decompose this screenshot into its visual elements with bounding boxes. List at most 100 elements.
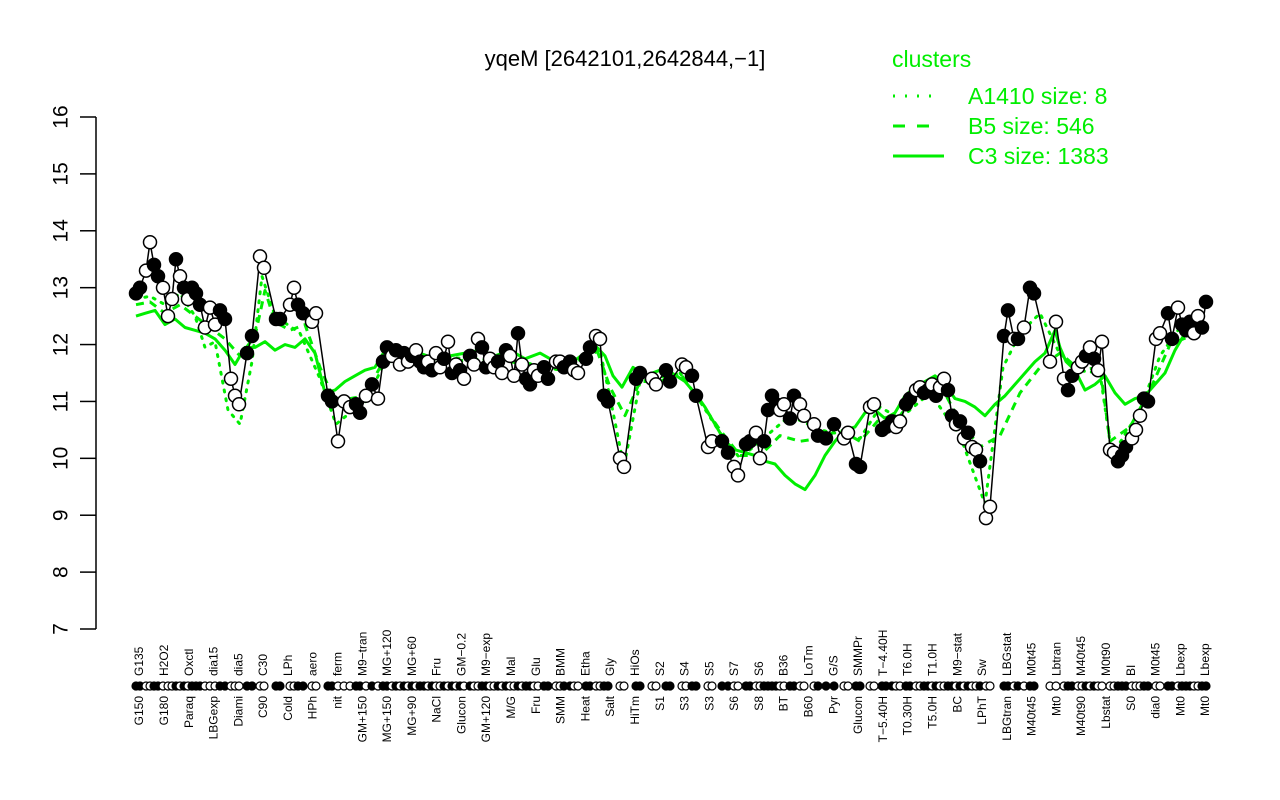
x-tick-label: NaCl (430, 696, 444, 723)
x-tick-label: S6 (727, 696, 741, 711)
x-tick-label: BT (777, 695, 791, 711)
x-tick-label: S1 (653, 696, 667, 711)
x-tick-label: dia0 (1149, 696, 1163, 719)
rug-marker (1097, 681, 1107, 691)
data-point-open (796, 408, 812, 423)
x-tick-label: dia5 (231, 653, 245, 676)
data-point-open (570, 365, 586, 381)
x-tick-label: HiTm (628, 696, 642, 725)
x-tick-label: aero (306, 652, 320, 676)
data-point-open (776, 397, 792, 412)
y-tick-label: 13 (50, 276, 73, 299)
x-tick-label: Lbtran (1049, 642, 1063, 676)
y-tick-label: 8 (50, 566, 73, 578)
data-point-open (1090, 362, 1106, 378)
data-point-filled (684, 368, 700, 384)
rug-marker (1051, 681, 1061, 691)
data-point-filled (1026, 286, 1042, 301)
x-tick-label: LBGexp (207, 696, 221, 740)
legend-title: clusters (892, 46, 971, 72)
rug-marker (799, 681, 809, 691)
data-point-filled (217, 311, 233, 327)
data-point-filled (714, 434, 730, 449)
data-point-filled (720, 445, 736, 460)
x-tick-label: Mal (504, 657, 518, 676)
data-point-filled (688, 388, 704, 404)
x-tick-label: ferm (330, 652, 344, 676)
rug-marker (1143, 681, 1153, 691)
x-tick-label: T5.0H (925, 696, 939, 729)
y-tick-label: 12 (50, 333, 73, 356)
x-tick-label: T−5.40H (876, 696, 890, 742)
data-point-filled (272, 311, 288, 327)
x-tick-label: SMMPr (851, 636, 865, 676)
x-tick-label: dia15 (207, 646, 221, 676)
legend-entry-a1410: A1410 size: 8 (968, 83, 1107, 109)
data-point-open (730, 468, 746, 483)
x-tick-label: H2O2 (157, 644, 171, 676)
x-tick-label: S2 (653, 661, 667, 676)
x-tick-label: Pyr (826, 696, 840, 714)
data-point-filled (474, 340, 490, 355)
x-tick-label: HPh (306, 696, 320, 719)
data-point-open (494, 365, 510, 381)
rug-marker (619, 681, 629, 691)
x-tick-label: M/G (504, 696, 518, 719)
data-point-filled (239, 345, 255, 361)
data-point-open (1094, 334, 1110, 349)
data-point-open (142, 234, 158, 250)
x-tick-label: LPh (281, 655, 295, 676)
x-tick-label: Lbexp (1173, 643, 1187, 676)
data-point-filled (1060, 382, 1076, 398)
x-tick-label: G150 (132, 696, 146, 726)
x-tick-label: Sw (975, 659, 989, 676)
rug-marker (635, 681, 645, 691)
data-point-open (160, 308, 176, 324)
data-point-open (330, 434, 346, 449)
data-point-open (456, 371, 472, 386)
x-tick-label: S7 (727, 661, 741, 676)
data-point-open (308, 306, 324, 321)
x-tick-label: S3 (702, 696, 716, 711)
data-point-filled (352, 405, 368, 421)
rug-marker (821, 681, 831, 691)
x-tick-label: GM+120 (479, 696, 493, 743)
data-point-open (514, 357, 530, 372)
data-point-filled (756, 434, 772, 449)
x-tick-label: M40t90 (1074, 696, 1088, 736)
data-point-open (164, 291, 180, 307)
data-point-open (1132, 408, 1148, 423)
rug-marker (573, 681, 583, 691)
data-point-open (1042, 354, 1058, 369)
data-point-filled (600, 394, 616, 409)
legend: clusters A1410 size: 8 B5 size: 546 C3 s… (892, 46, 1109, 169)
data-point-filled (826, 416, 842, 432)
x-tick-label: M0t45 (1025, 642, 1039, 676)
rug-marker (813, 681, 823, 691)
y-axis: 7 8 9 10 11 12 13 14 15 16 (50, 105, 97, 635)
y-tick-label: 16 (50, 105, 73, 128)
data-point-filled (818, 431, 834, 446)
x-tick-label: MG+60 (405, 636, 419, 676)
rug-marker (869, 681, 879, 691)
x-tick-label: Glu (529, 657, 543, 676)
data-point-open (1128, 422, 1144, 438)
x-tick-label: G/S (826, 655, 840, 676)
data-point-filled (972, 453, 988, 469)
x-tick-label: Lbstat (1099, 695, 1113, 728)
data-point-open (466, 357, 482, 372)
x-tick-label: BI (1124, 665, 1138, 676)
data-point-filled (960, 425, 976, 440)
rug-marker (733, 681, 743, 691)
y-tick-label: 7 (50, 623, 73, 635)
rug-marker (1029, 681, 1039, 691)
x-tick-label: Diami (231, 696, 245, 727)
x-tick-label: C30 (256, 654, 270, 676)
data-point-open (616, 459, 632, 475)
chart-title: yqeM [2642101,2642844,−1] (485, 46, 766, 71)
x-tick-label: HiOs (628, 649, 642, 676)
data-point-open (752, 451, 768, 466)
x-tick-label: MG+90 (405, 696, 419, 736)
data-point-open (840, 425, 856, 440)
